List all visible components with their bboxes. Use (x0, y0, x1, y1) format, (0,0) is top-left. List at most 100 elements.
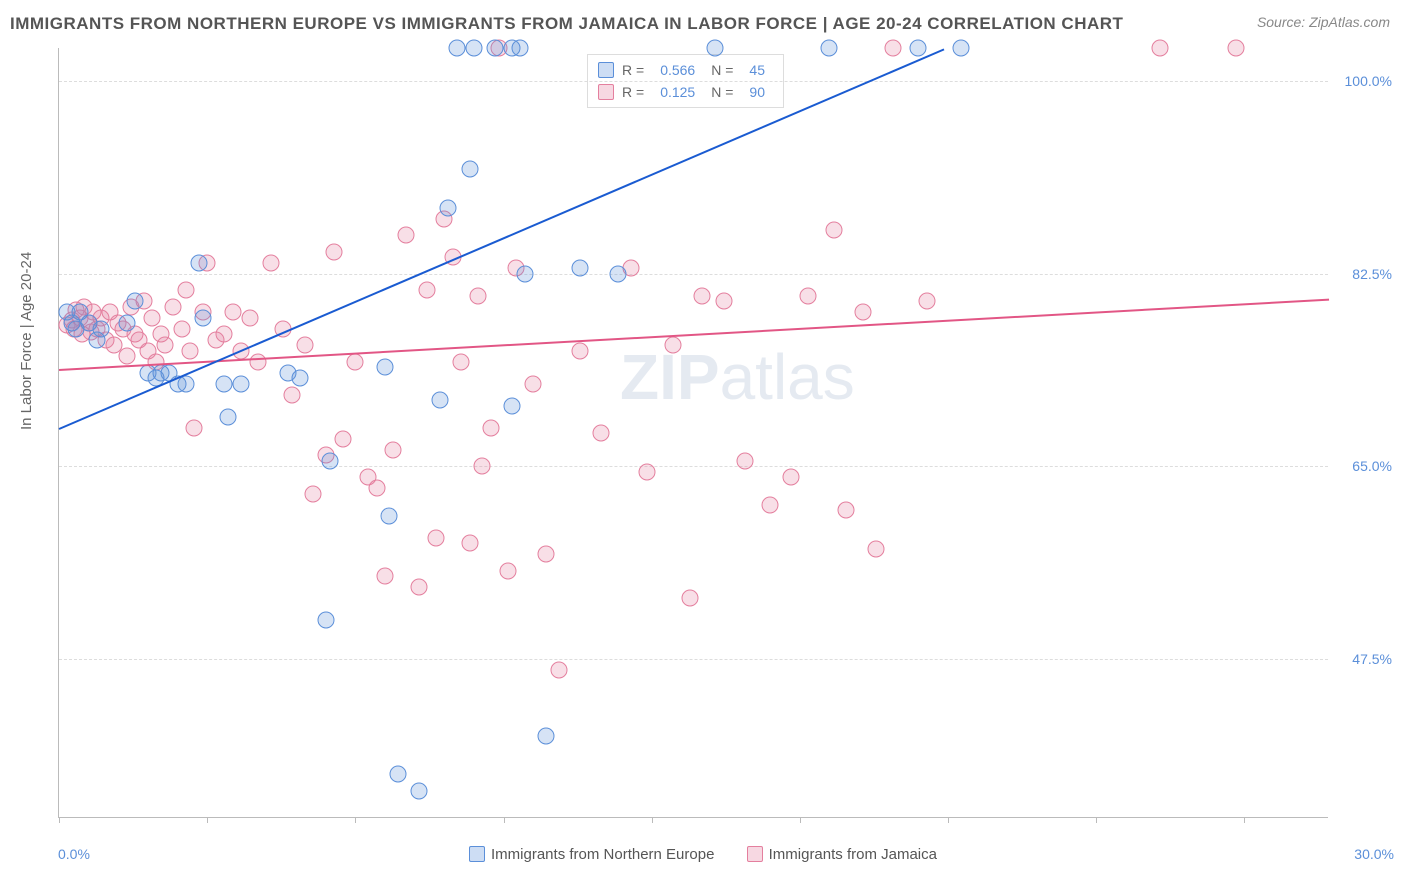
r-label-2: R = (622, 84, 644, 100)
swatch-blue-icon (598, 62, 614, 78)
x-tick (1244, 817, 1245, 823)
scatter-point-northern-europe (220, 408, 237, 425)
x-tick (1096, 817, 1097, 823)
scatter-point-jamaica (825, 221, 842, 238)
scatter-point-northern-europe (609, 265, 626, 282)
swatch-blue-icon (469, 846, 485, 862)
r-value-2: 0.125 (660, 84, 695, 100)
scatter-point-jamaica (639, 463, 656, 480)
scatter-point-northern-europe (503, 397, 520, 414)
swatch-pink-icon (747, 846, 763, 862)
scatter-point-jamaica (681, 590, 698, 607)
scatter-point-jamaica (385, 441, 402, 458)
chart-title: IMMIGRANTS FROM NORTHERN EUROPE VS IMMIG… (10, 14, 1123, 34)
scatter-point-jamaica (156, 337, 173, 354)
scatter-point-northern-europe (537, 727, 554, 744)
scatter-point-jamaica (1227, 40, 1244, 57)
n-label-2: N = (711, 84, 733, 100)
scatter-point-jamaica (571, 342, 588, 359)
scatter-point-jamaica (347, 353, 364, 370)
scatter-point-jamaica (165, 298, 182, 315)
scatter-point-northern-europe (952, 40, 969, 57)
scatter-point-jamaica (224, 304, 241, 321)
x-tick (355, 817, 356, 823)
scatter-point-northern-europe (321, 452, 338, 469)
scatter-point-northern-europe (216, 375, 233, 392)
scatter-point-jamaica (453, 353, 470, 370)
scatter-point-northern-europe (317, 612, 334, 629)
scatter-point-northern-europe (448, 40, 465, 57)
scatter-point-jamaica (283, 386, 300, 403)
scatter-point-northern-europe (512, 40, 529, 57)
scatter-point-jamaica (884, 40, 901, 57)
x-tick (800, 817, 801, 823)
scatter-point-northern-europe (389, 766, 406, 783)
scatter-point-jamaica (838, 502, 855, 519)
scatter-point-northern-europe (465, 40, 482, 57)
scatter-point-northern-europe (118, 315, 135, 332)
scatter-point-jamaica (398, 227, 415, 244)
y-axis-title: In Labor Force | Age 20-24 (18, 252, 35, 430)
scatter-point-northern-europe (516, 265, 533, 282)
scatter-point-jamaica (868, 540, 885, 557)
scatter-point-jamaica (305, 485, 322, 502)
scatter-point-northern-europe (194, 309, 211, 326)
scatter-point-jamaica (262, 254, 279, 271)
scatter-point-northern-europe (487, 40, 504, 57)
legend-row-series1: R = 0.566 N = 45 (598, 59, 773, 81)
scatter-point-jamaica (118, 348, 135, 365)
scatter-point-northern-europe (410, 782, 427, 799)
scatter-point-northern-europe (376, 359, 393, 376)
scatter-point-jamaica (800, 287, 817, 304)
scatter-point-jamaica (537, 546, 554, 563)
scatter-point-jamaica (376, 568, 393, 585)
gridline-h (59, 274, 1328, 275)
x-tick (207, 817, 208, 823)
scatter-point-northern-europe (571, 260, 588, 277)
scatter-point-northern-europe (910, 40, 927, 57)
scatter-point-jamaica (186, 419, 203, 436)
scatter-point-jamaica (525, 375, 542, 392)
scatter-point-jamaica (694, 287, 711, 304)
scatter-point-northern-europe (461, 161, 478, 178)
scatter-point-jamaica (326, 243, 343, 260)
scatter-point-northern-europe (93, 320, 110, 337)
scatter-point-northern-europe (440, 199, 457, 216)
r-value-1: 0.566 (660, 62, 695, 78)
scatter-point-northern-europe (707, 40, 724, 57)
scatter-point-jamaica (664, 337, 681, 354)
trendline-northern-europe (59, 48, 945, 429)
legend-series1-label: Immigrants from Northern Europe (491, 846, 714, 863)
scatter-point-jamaica (144, 309, 161, 326)
scatter-point-jamaica (592, 425, 609, 442)
x-tick (948, 817, 949, 823)
gridline-h (59, 81, 1328, 82)
scatter-point-jamaica (427, 529, 444, 546)
scatter-point-jamaica (550, 661, 567, 678)
scatter-point-jamaica (783, 469, 800, 486)
scatter-point-jamaica (419, 282, 436, 299)
scatter-point-northern-europe (190, 254, 207, 271)
scatter-point-jamaica (368, 480, 385, 497)
scatter-point-jamaica (736, 452, 753, 469)
scatter-point-jamaica (173, 320, 190, 337)
scatter-point-jamaica (241, 309, 258, 326)
gridline-h (59, 466, 1328, 467)
scatter-point-jamaica (334, 430, 351, 447)
y-tick-label: 100.0% (1345, 73, 1392, 89)
scatter-point-jamaica (918, 293, 935, 310)
scatter-point-northern-europe (432, 392, 449, 409)
scatter-point-jamaica (855, 304, 872, 321)
scatter-point-jamaica (410, 579, 427, 596)
x-tick (504, 817, 505, 823)
gridline-h (59, 659, 1328, 660)
scatter-point-jamaica (1151, 40, 1168, 57)
swatch-pink-icon (598, 84, 614, 100)
source-label: Source: ZipAtlas.com (1257, 14, 1390, 30)
legend-series: Immigrants from Northern Europe Immigran… (0, 846, 1406, 867)
scatter-point-jamaica (474, 458, 491, 475)
scatter-point-northern-europe (381, 507, 398, 524)
scatter-point-jamaica (178, 282, 195, 299)
y-tick-label: 47.5% (1352, 651, 1392, 667)
scatter-point-jamaica (715, 293, 732, 310)
